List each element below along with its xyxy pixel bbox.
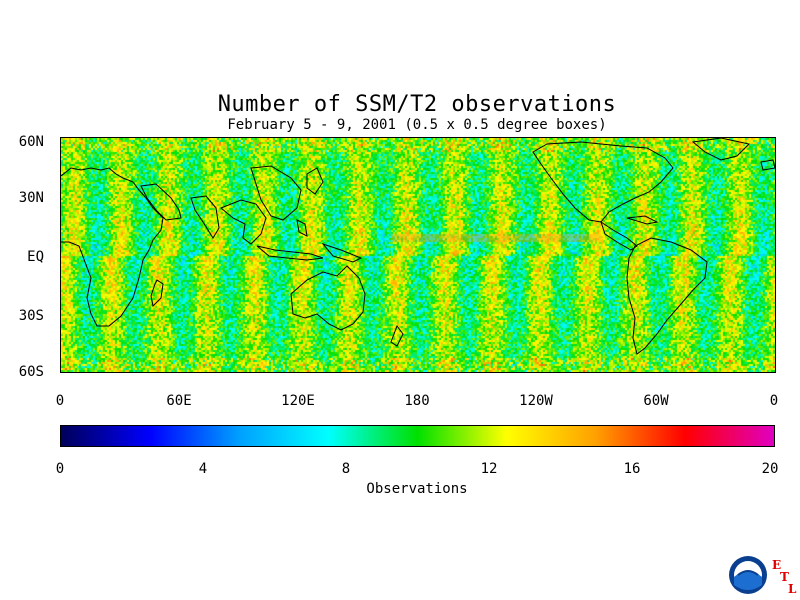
- noaa-logo-icon: [729, 556, 767, 594]
- colorbar-tick-label: 16: [623, 461, 641, 477]
- observation-map: [60, 137, 776, 373]
- colorbar-label: Observations: [366, 481, 468, 497]
- lon-label: 180: [404, 393, 430, 409]
- lat-label: 60N: [18, 134, 44, 150]
- map-subtitle: February 5 - 9, 2001 (0.5 x 0.5 degree b…: [227, 117, 607, 133]
- lon-label: 0: [769, 393, 779, 409]
- colorbar-tick-label: 20: [761, 461, 779, 477]
- colorbar-tick-label: 0: [55, 461, 65, 477]
- lon-label: 60E: [166, 393, 192, 409]
- lat-label: EQ: [27, 249, 44, 265]
- lat-label: 60S: [18, 364, 44, 380]
- lon-label: 0: [55, 393, 65, 409]
- etl-letter: L: [788, 582, 797, 596]
- lon-label: 120E: [281, 393, 315, 409]
- lon-label: 120W: [519, 393, 553, 409]
- lat-label: 30N: [18, 190, 44, 206]
- colorbar-tick-label: 8: [341, 461, 351, 477]
- lon-label: 60W: [643, 393, 669, 409]
- colorbar-tick-label: 12: [480, 461, 498, 477]
- observation-density-field: [61, 138, 775, 372]
- colorbar: [60, 425, 775, 447]
- etl-letter: E: [772, 558, 782, 572]
- coastlines: [61, 138, 775, 355]
- lat-label: 30S: [18, 308, 44, 324]
- colorbar-tick-label: 4: [198, 461, 208, 477]
- map-title: Number of SSM/T2 observations: [217, 92, 617, 117]
- etl-letter: T: [780, 570, 789, 584]
